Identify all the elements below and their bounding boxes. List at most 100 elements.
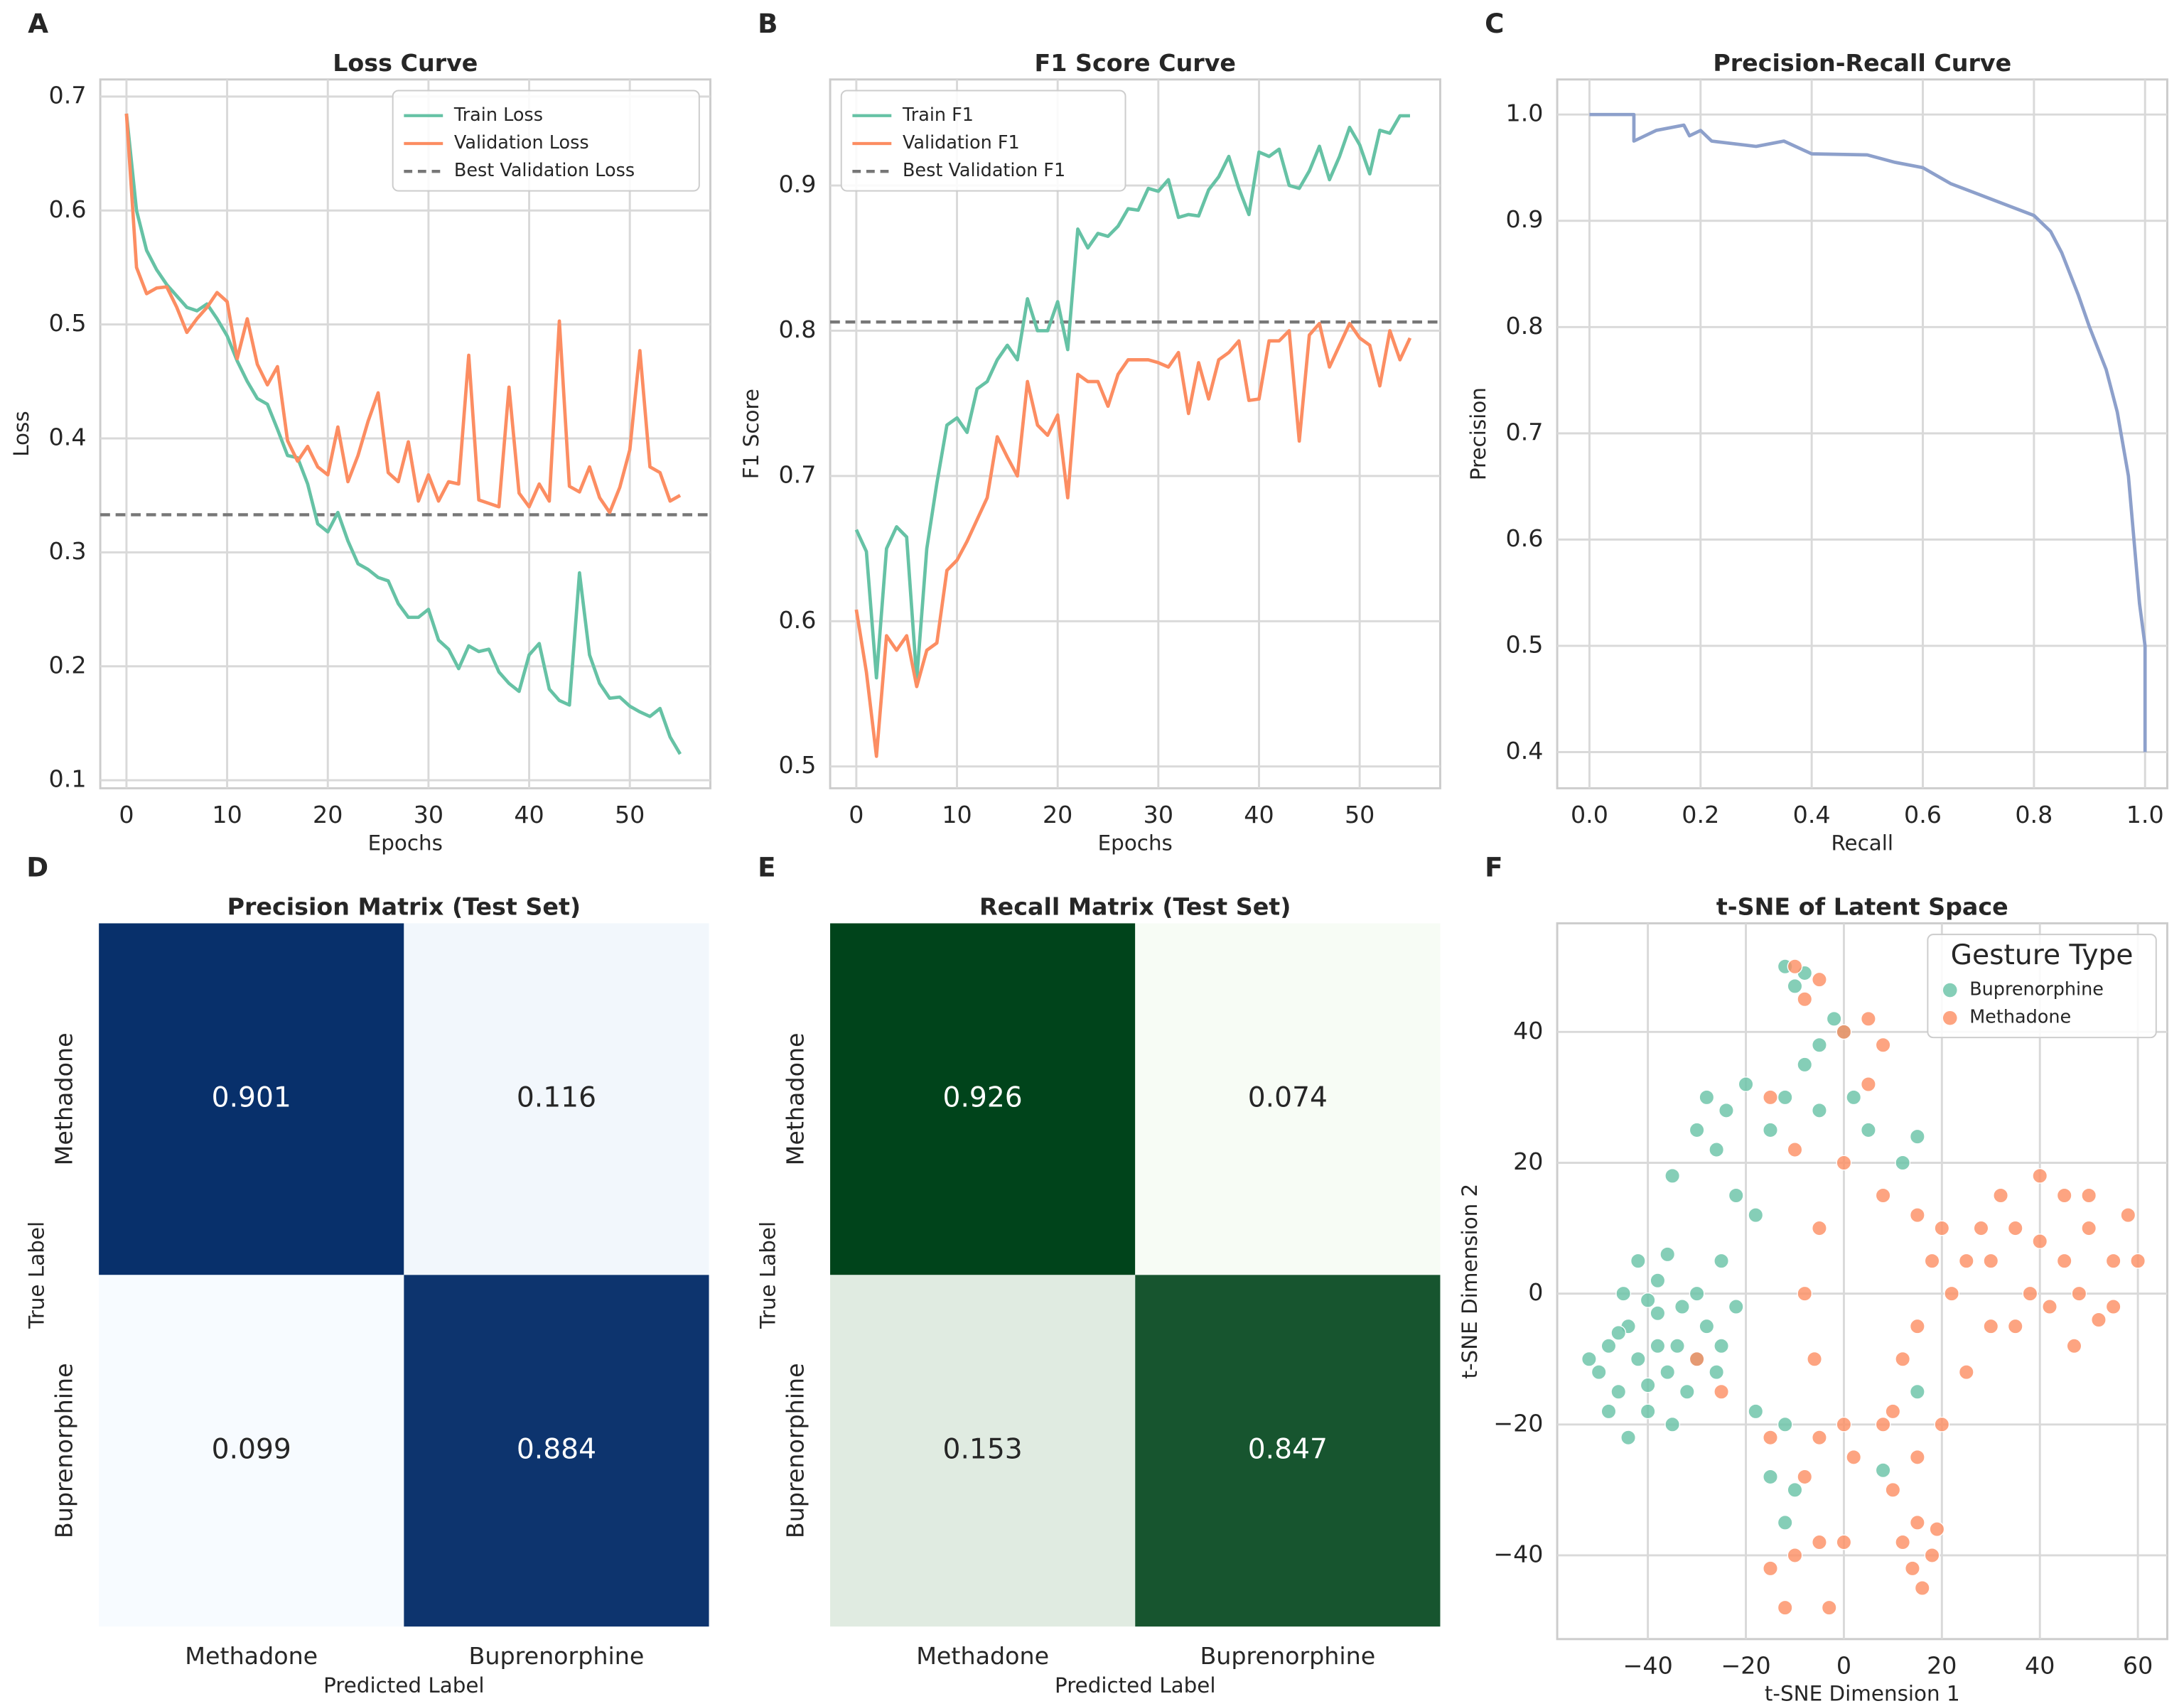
scatter-point — [1664, 1416, 1680, 1432]
scatter-point — [1674, 1299, 1690, 1314]
scatter-point — [1958, 1253, 1974, 1269]
x-tick-label: −40 — [1623, 1652, 1672, 1680]
legend-label: Validation Loss — [454, 132, 589, 153]
panel-label: B — [758, 8, 778, 39]
scatter-point — [1709, 1364, 1725, 1381]
y-tick-label: 0.9 — [1506, 205, 1544, 233]
scatter-point — [1875, 1416, 1891, 1432]
cell-label: 0.884 — [517, 1433, 596, 1465]
scatter-point — [2022, 1285, 2038, 1302]
scatter-point — [2007, 1318, 2023, 1334]
heatmap-cell — [404, 1275, 709, 1627]
scatter-point — [1601, 1338, 1617, 1354]
scatter-point — [1630, 1351, 1646, 1367]
scatter-point — [1610, 1383, 1627, 1400]
scatter-point — [1909, 1449, 1925, 1465]
scatter-point — [1812, 1220, 1827, 1236]
scatter-point — [1885, 1482, 1901, 1498]
x-tick-label: 50 — [615, 801, 645, 828]
scatter-point — [1689, 1122, 1705, 1138]
scatter-point — [1797, 1285, 1813, 1302]
scatter-point — [1709, 1142, 1725, 1157]
scatter-point — [1826, 1011, 1842, 1027]
y-tick-label: 0.4 — [1506, 737, 1544, 765]
scatter-point — [1581, 1351, 1597, 1367]
scatter-point — [1836, 1534, 1852, 1550]
scatter-point — [1659, 1246, 1676, 1263]
panel-label: C — [1485, 8, 1504, 39]
cell-label: 0.074 — [1248, 1081, 1328, 1113]
x-axis-label: Epochs — [368, 831, 443, 855]
y-tick-label: 0.2 — [49, 651, 87, 679]
chart-title: t-SNE of Latent Space — [1716, 892, 2008, 920]
x-tick-label: 0.4 — [1793, 801, 1831, 828]
x-tick-label: 20 — [1927, 1652, 1957, 1680]
y-tick-label: 0.9 — [779, 171, 817, 198]
chart-title: Loss Curve — [333, 49, 478, 77]
scatter-point — [1650, 1305, 1666, 1322]
y-tick-label: 20 — [1513, 1148, 1543, 1175]
scatter-point — [1812, 1037, 1827, 1053]
y-tick-label: 0.7 — [1506, 418, 1544, 446]
cell-label: 0.847 — [1248, 1433, 1328, 1465]
scatter-point — [1714, 1253, 1729, 1269]
scatter-point — [1777, 1599, 1793, 1616]
scatter-point — [1763, 1560, 1778, 1577]
scatter-point — [1777, 1515, 1793, 1530]
scatter-point — [1763, 1469, 1778, 1485]
scatter-point — [1601, 1403, 1617, 1420]
heatmap-cell — [404, 923, 709, 1275]
y-axis-label: True Label — [755, 1221, 780, 1329]
data-line — [854, 321, 1412, 758]
scatter-point — [1728, 1187, 1744, 1204]
scatter-point — [1714, 1383, 1729, 1400]
scatter-point — [1895, 1155, 1911, 1171]
scatter-point — [1714, 1338, 1729, 1354]
scatter-point — [1630, 1253, 1646, 1269]
legend-label: Methadone — [1969, 1007, 2071, 1028]
heatmap-cell — [1135, 923, 1441, 1275]
heatmap-cell — [830, 923, 1136, 1275]
y-axis-label: F1 Score — [739, 389, 763, 479]
scatter-point — [1787, 1142, 1803, 1157]
scatter-point — [1669, 1338, 1685, 1354]
legend-box — [392, 90, 700, 192]
legend-label: Best Validation Loss — [454, 160, 635, 181]
plot-area — [829, 78, 1441, 789]
x-tick-label: Buprenorphine — [1200, 1642, 1375, 1670]
y-tick-label: 40 — [1513, 1017, 1543, 1044]
scatter-point — [1640, 1403, 1656, 1420]
y-tick-label: 0.5 — [49, 309, 87, 337]
x-tick-label: 0 — [119, 801, 134, 828]
scatter-point — [1640, 1377, 1656, 1393]
scatter-point — [1807, 1351, 1822, 1367]
y-tick-label: 0.6 — [779, 606, 817, 634]
scatter-point — [1797, 1057, 1813, 1073]
scatter-point — [1728, 1299, 1744, 1314]
legend-label: Buprenorphine — [1969, 979, 2104, 1000]
legend-label: Train F1 — [902, 104, 974, 126]
y-axis-label: Precision — [1466, 387, 1490, 480]
scatter-point — [1895, 1534, 1911, 1550]
x-tick-label: 0 — [1836, 1652, 1851, 1680]
chart-title: Precision Matrix (Test Set) — [227, 892, 581, 920]
x-tick-label: 0.6 — [1904, 801, 1942, 828]
scatter-point — [1787, 959, 1803, 975]
scatter-point — [1909, 1128, 1925, 1145]
panel-label: A — [28, 8, 48, 39]
scatter-point — [2066, 1338, 2082, 1354]
scatter-point — [1929, 1521, 1945, 1538]
x-tick-label: 0.2 — [1682, 801, 1719, 828]
x-tick-label: 60 — [2123, 1652, 2153, 1680]
x-tick-label: 1.0 — [2126, 801, 2164, 828]
x-tick-label: 20 — [1043, 801, 1072, 828]
scatter-point — [1836, 1024, 1852, 1040]
x-tick-label: 50 — [1345, 801, 1375, 828]
scatter-point — [1861, 1122, 1876, 1138]
x-tick-label: 0 — [849, 801, 864, 828]
scatter-point — [1895, 1351, 1911, 1367]
scatter-point — [1679, 1383, 1695, 1400]
scatter-point — [1909, 1318, 1925, 1334]
scatter-point — [1846, 1089, 1862, 1106]
legend-marker — [1942, 983, 1957, 998]
